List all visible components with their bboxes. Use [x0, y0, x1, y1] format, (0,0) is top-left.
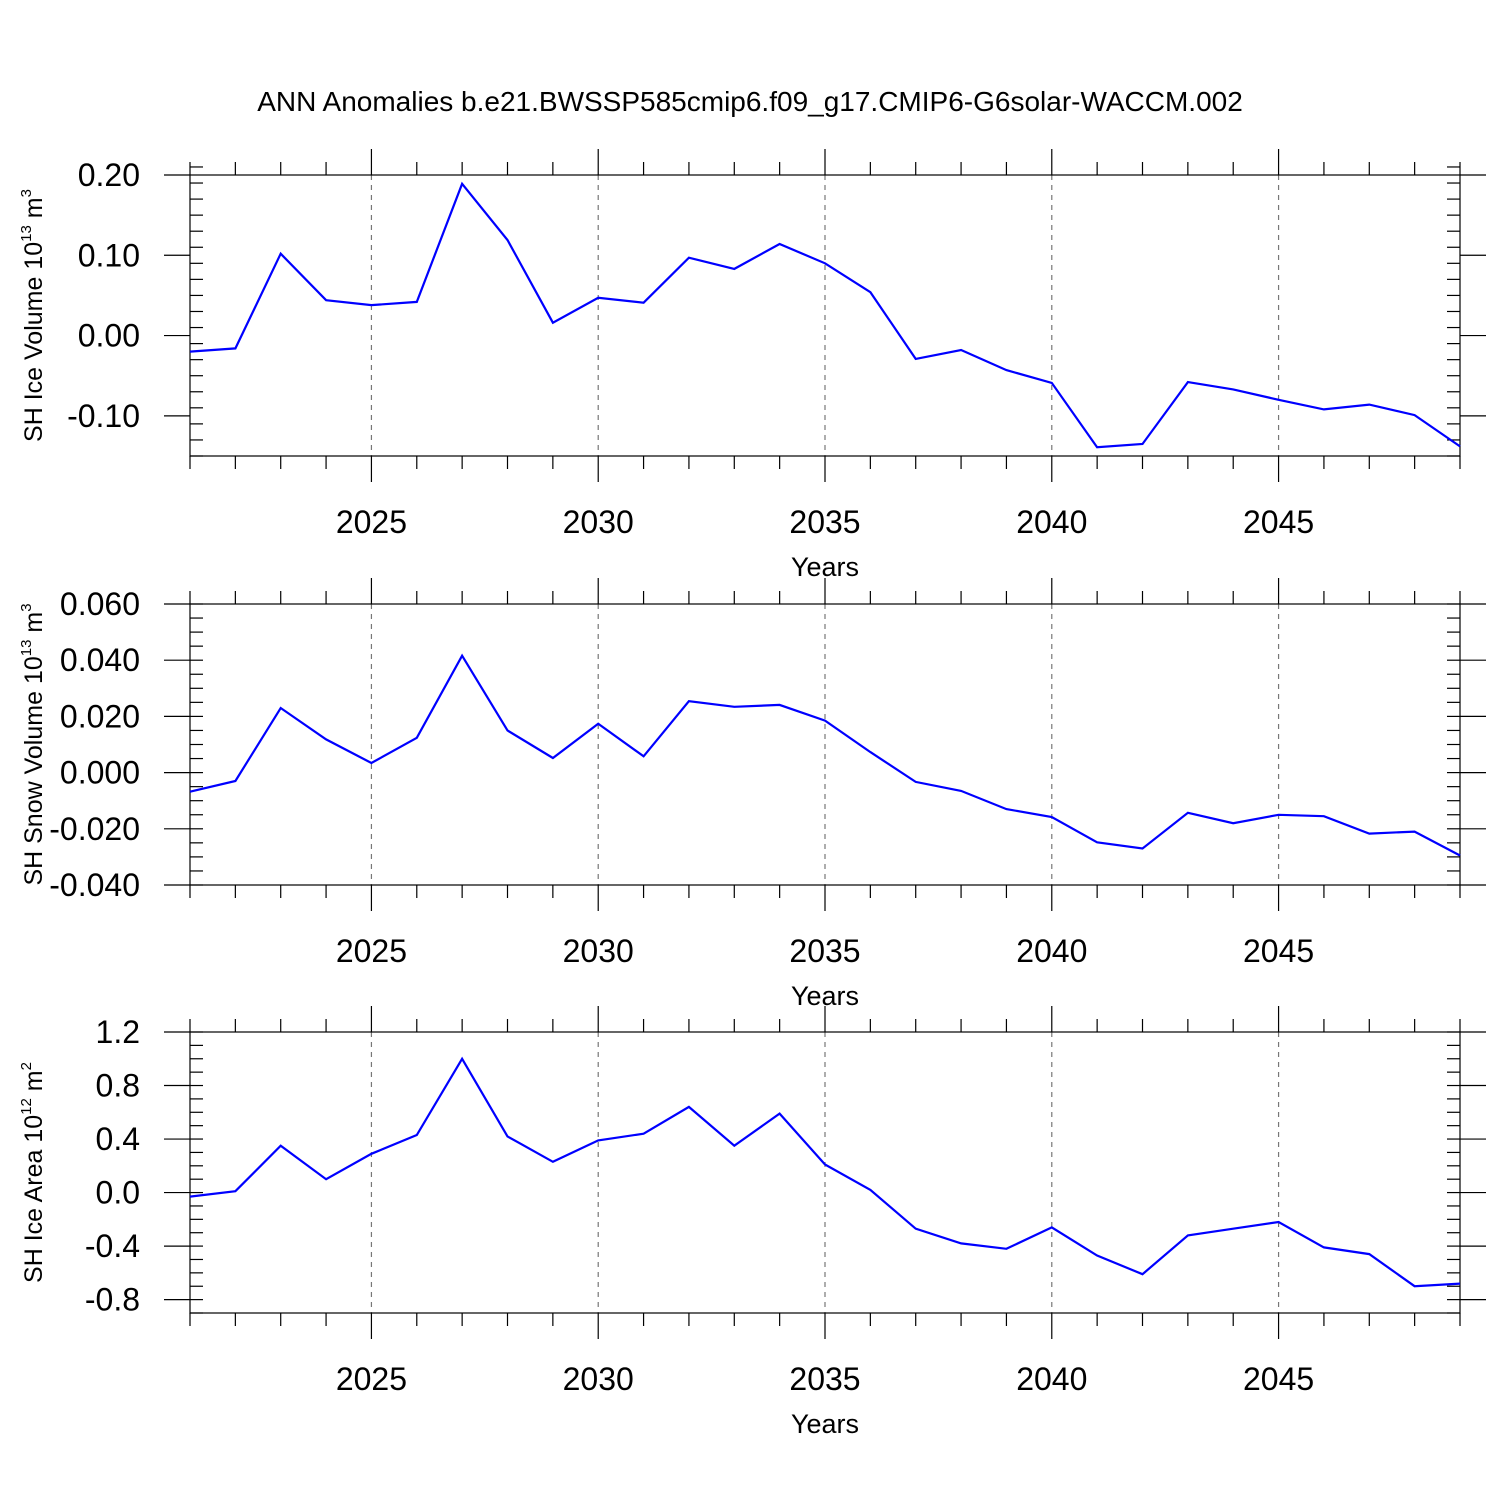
ice-area-y-axis-label-main: SH Ice Area 10 [20, 1115, 48, 1283]
ice-area-ytick-label: 0.4 [96, 1121, 140, 1157]
ice-area-y-axis-label-exp: 12 [18, 1098, 35, 1115]
ice-volume-x-axis-label: Years [791, 552, 859, 582]
snow-volume-y-axis-label-unit-exp: 3 [18, 603, 35, 611]
snow-volume-ytick-label: 0.020 [60, 698, 140, 734]
ice-volume-y-axis-label-exp: 13 [18, 225, 35, 242]
ice-volume-ytick-label: -0.10 [67, 398, 140, 434]
ice-area-series-line [189, 1056, 1461, 1288]
ice-volume-xtick-label: 2040 [1016, 504, 1087, 540]
ice-area-ytick-label: -0.8 [85, 1282, 140, 1318]
snow-volume-ytick-label: 0.000 [60, 755, 140, 791]
snow-volume-xtick-label: 2030 [563, 933, 634, 969]
ice-volume-y-axis-label-main: SH Ice Volume 10 [20, 242, 48, 442]
ice-area-y-axis-label-unit: m [20, 1070, 48, 1098]
ice-volume-xtick-label: 2025 [336, 504, 407, 540]
figure-title: ANN Anomalies b.e21.BWSSP585cmip6.f09_g1… [257, 86, 1243, 117]
snow-volume-xtick-label: 2025 [336, 933, 407, 969]
panel-ice-area: 2025 2030 2035 2040 2045 Years -0.8 -0.4 0.0 0.4 0… [18, 1006, 1486, 1439]
ice-volume-ytick-label: 0.10 [78, 237, 140, 273]
ice-area-ytick-label: 0.0 [96, 1175, 140, 1211]
ice-area-y-axis-label: SH Ice Area 1012 m2 [18, 1062, 48, 1283]
panel-ice-volume: 2025 2030 2035 2040 2045 Years -0.10 0.00 0.10 0.… [18, 149, 1486, 582]
ice-area-ytick-label: -0.4 [85, 1228, 140, 1264]
ice-volume-ytick-label: 0.00 [78, 318, 140, 354]
ice-volume-y-axis-label-unit-exp: 3 [18, 189, 35, 197]
snow-volume-y-axis-label-unit: m [20, 612, 48, 640]
ice-area-ytick-label: 0.8 [96, 1068, 140, 1104]
snow-volume-series-line [189, 653, 1461, 857]
ice-volume-series-line [189, 181, 1461, 449]
ice-volume-ytick-label: 0.20 [78, 157, 140, 193]
ice-area-xtick-label: 2025 [336, 1361, 407, 1397]
snow-volume-xtick-label: 2035 [789, 933, 860, 969]
snow-volume-xtick-label: 2040 [1016, 933, 1087, 969]
snow-volume-ytick-label: 0.060 [60, 586, 140, 622]
snow-volume-xtick-label: 2045 [1243, 933, 1314, 969]
ice-area-xtick-label: 2040 [1016, 1361, 1087, 1397]
panel-snow-volume: 2025 2030 2035 2040 2045Years-0.040-0.0200.0… [18, 578, 1486, 1011]
ice-area-x-axis-label: Years [791, 1409, 859, 1439]
ice-volume-y-axis-label: SH Ice Volume 1013 m3 [18, 189, 48, 442]
ice-area-xtick-label: 2045 [1243, 1361, 1314, 1397]
snow-volume-ytick-label: 0.040 [60, 642, 140, 678]
snow-volume-y-axis-label-exp: 13 [18, 640, 35, 657]
ice-area-ytick-label: 1.2 [96, 1014, 140, 1050]
snow-volume-ytick-label: -0.040 [49, 867, 140, 903]
snow-volume-ytick-label: -0.020 [49, 811, 140, 847]
ice-volume-xtick-label: 2030 [563, 504, 634, 540]
snow-volume-y-axis-label: SH Snow Volume 1013 m3 [18, 603, 48, 885]
ice-area-y-axis-label-unit-exp: 2 [18, 1062, 35, 1070]
ice-area-xtick-label: 2035 [789, 1361, 860, 1397]
ice-volume-xtick-label: 2045 [1243, 504, 1314, 540]
ice-volume-y-axis-label-unit: m [20, 197, 48, 225]
ice-area-xtick-label: 2030 [563, 1361, 634, 1397]
snow-volume-y-axis-label-main: SH Snow Volume 10 [20, 656, 48, 885]
ice-volume-xtick-label: 2035 [789, 504, 860, 540]
